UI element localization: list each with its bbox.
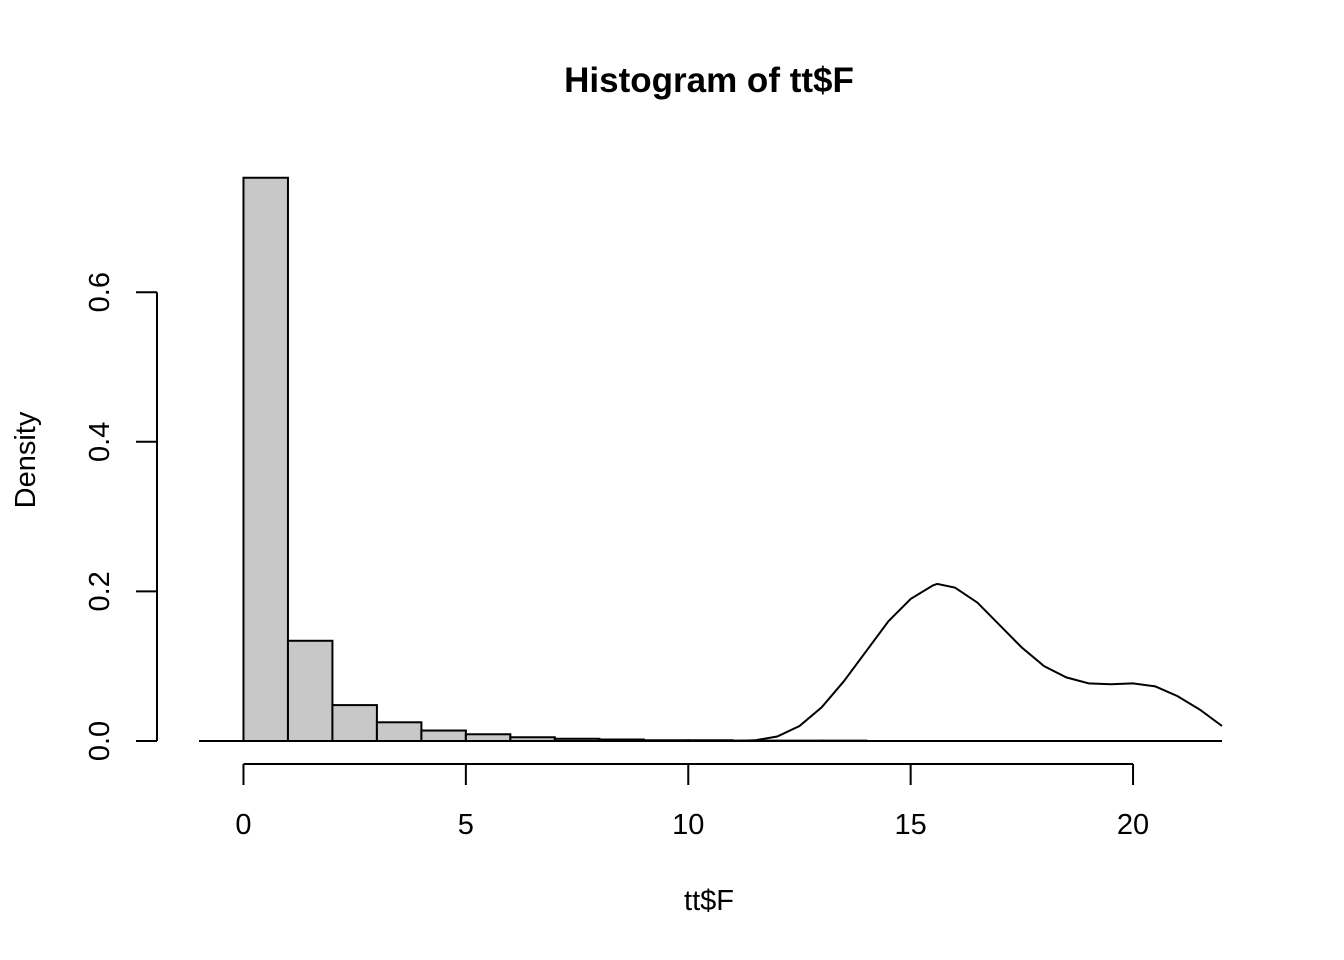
histogram-bar-0 <box>242 176 289 743</box>
y-tick-label-3: 0.6 <box>84 272 116 312</box>
density-curve <box>199 582 1223 742</box>
x-tick-label-2: 10 <box>672 809 704 841</box>
histogram-bar-3 <box>375 721 423 742</box>
density-curve-layer <box>199 582 1223 742</box>
x-tick-label-4: 20 <box>1117 809 1149 841</box>
histogram-bar-4 <box>420 729 467 743</box>
x-tick-label-0: 0 <box>235 809 251 841</box>
histogram-bars <box>242 176 868 743</box>
chart-title: Histogram of tt$F <box>564 61 854 100</box>
y-axis: 0.0 0.2 0.4 0.6 <box>84 272 158 761</box>
histogram-bar-5 <box>464 733 512 743</box>
y-tick-label-0: 0.0 <box>84 721 116 761</box>
x-axis-title: tt$F <box>684 885 734 917</box>
y-tick-label-1: 0.2 <box>84 571 116 611</box>
y-axis-title: Density <box>10 411 42 508</box>
y-tick-label-2: 0.4 <box>84 422 116 462</box>
x-tick-label-1: 5 <box>458 809 474 841</box>
x-axis: 0 5 10 15 20 <box>235 763 1149 841</box>
histogram-bar-1 <box>286 639 334 743</box>
histogram-bar-2 <box>331 704 378 743</box>
x-tick-label-3: 15 <box>895 809 927 841</box>
